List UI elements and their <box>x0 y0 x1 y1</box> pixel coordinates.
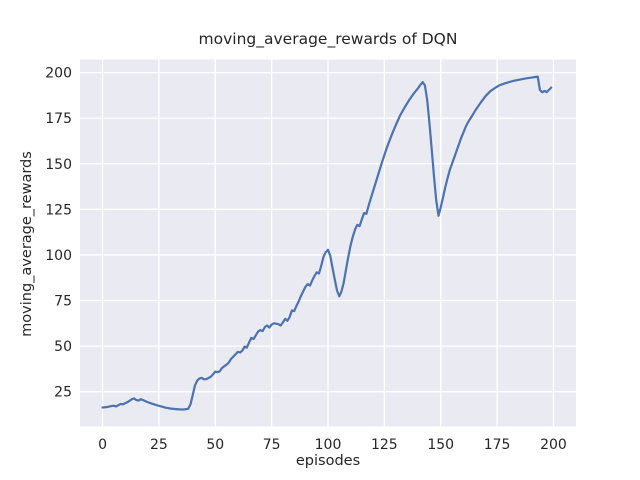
y-tick-label: 75 <box>54 294 72 310</box>
x-axis-label: episodes <box>295 453 361 469</box>
y-axis-label: moving_average_rewards <box>19 151 35 337</box>
y-tick-label: 175 <box>45 111 72 127</box>
y-tick-label: 50 <box>54 339 72 355</box>
x-tick-label: 200 <box>540 437 567 453</box>
x-tick-label: 0 <box>98 437 107 453</box>
reward-line <box>101 75 553 411</box>
x-tick-label: 125 <box>371 437 398 453</box>
y-tick-label: 125 <box>45 202 72 218</box>
x-tick-label: 25 <box>150 437 168 453</box>
x-tick-label: 100 <box>315 437 342 453</box>
chart-title: moving_average_rewards of DQN <box>198 30 458 48</box>
x-tick-label: 150 <box>427 437 454 453</box>
y-tick-label: 100 <box>45 248 72 264</box>
x-tick-label: 75 <box>263 437 281 453</box>
x-tick-label: 50 <box>206 437 224 453</box>
x-tick-label: 175 <box>484 437 511 453</box>
y-tick-label: 150 <box>45 157 72 173</box>
y-tick-label: 200 <box>45 66 72 82</box>
y-tick-label: 25 <box>54 385 72 401</box>
